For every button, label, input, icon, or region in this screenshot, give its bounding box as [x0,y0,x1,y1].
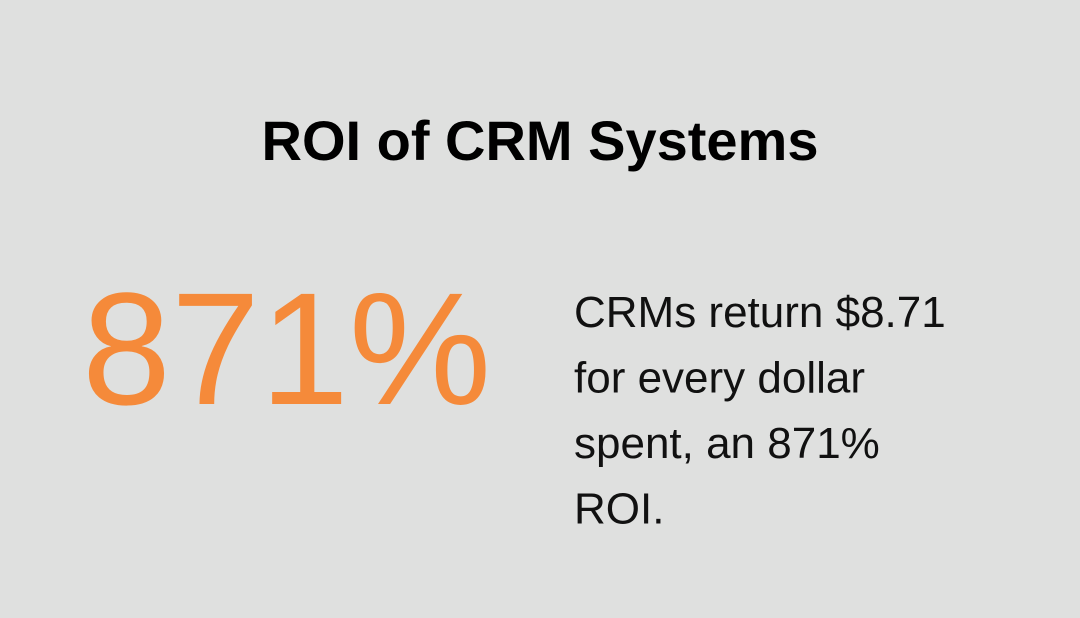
description-line: CRMs return $8.71 [574,288,946,337]
description-line: spent, an 871% [574,419,880,468]
title: ROI of CRM Systems [262,109,819,172]
description-line: for every dollar [574,354,865,403]
stat: 871% [82,259,491,438]
description: CRMs return $8.71 for every dollar spent, … [574,288,946,534]
description-line: ROI. [574,485,664,534]
